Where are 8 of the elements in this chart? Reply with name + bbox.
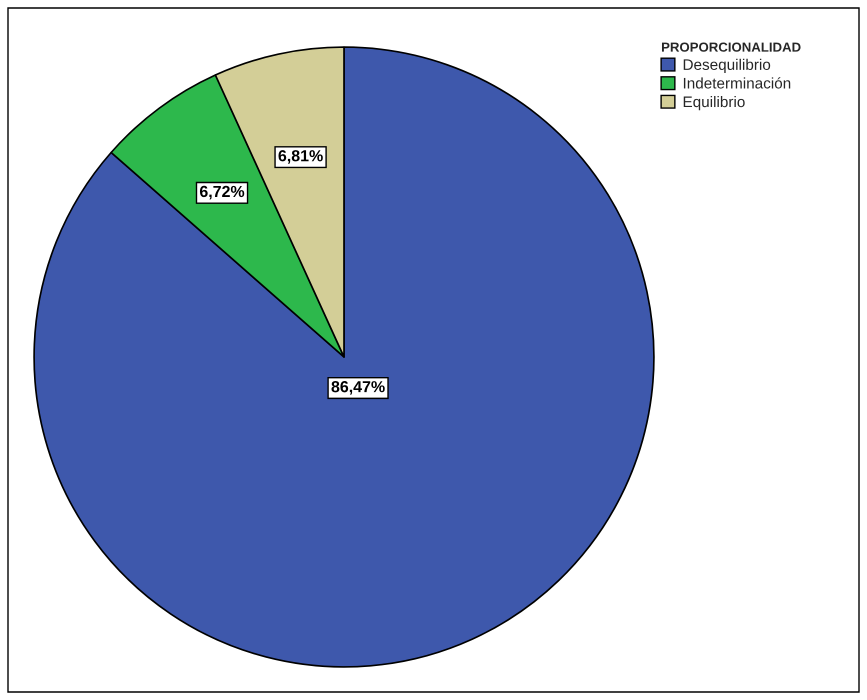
pie-slice [33, 46, 655, 668]
legend-label: Desequilibrio [684, 58, 770, 74]
legend-label: Equilibrio [684, 96, 745, 110]
data-label: 6,72% [200, 186, 244, 200]
legend-label: Indeterminación [684, 77, 790, 89]
data-label: 86,47% [331, 381, 385, 395]
legend-title: PROPORCIONALIDAD [662, 42, 801, 52]
data-label: 6,81% [278, 150, 323, 164]
